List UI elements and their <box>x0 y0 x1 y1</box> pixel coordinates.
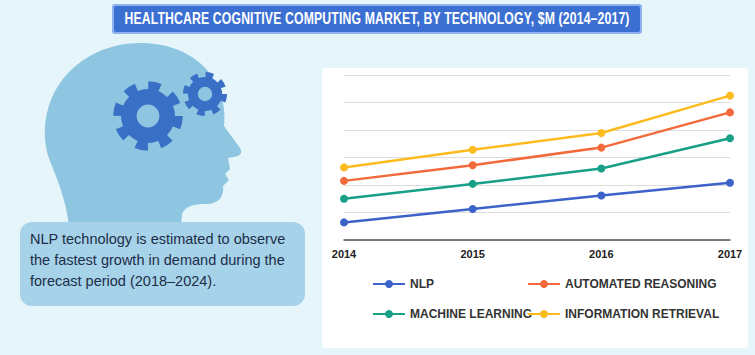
svg-text:2017: 2017 <box>718 248 742 260</box>
svg-text:2015: 2015 <box>460 248 484 260</box>
html-text:NLP technology is estimated to: NLP technology is estimated to observe t… <box>30 231 286 289</box>
svg-text:2016: 2016 <box>589 248 613 260</box>
html-text:HEALTHCARE COGNITIVE COMPUTING: HEALTHCARE COGNITIVE COMPUTING MARKET, B… <box>124 9 630 28</box>
svg-text:MACHINE LEARNING: MACHINE LEARNING <box>410 307 532 321</box>
svg-text:2014: 2014 <box>332 248 357 260</box>
svg-text:INFORMATION RETRIEVAL: INFORMATION RETRIEVAL <box>565 307 719 321</box>
svg-text:AUTOMATED REASONING: AUTOMATED REASONING <box>565 277 717 291</box>
svg-text:NLP: NLP <box>410 277 434 291</box>
